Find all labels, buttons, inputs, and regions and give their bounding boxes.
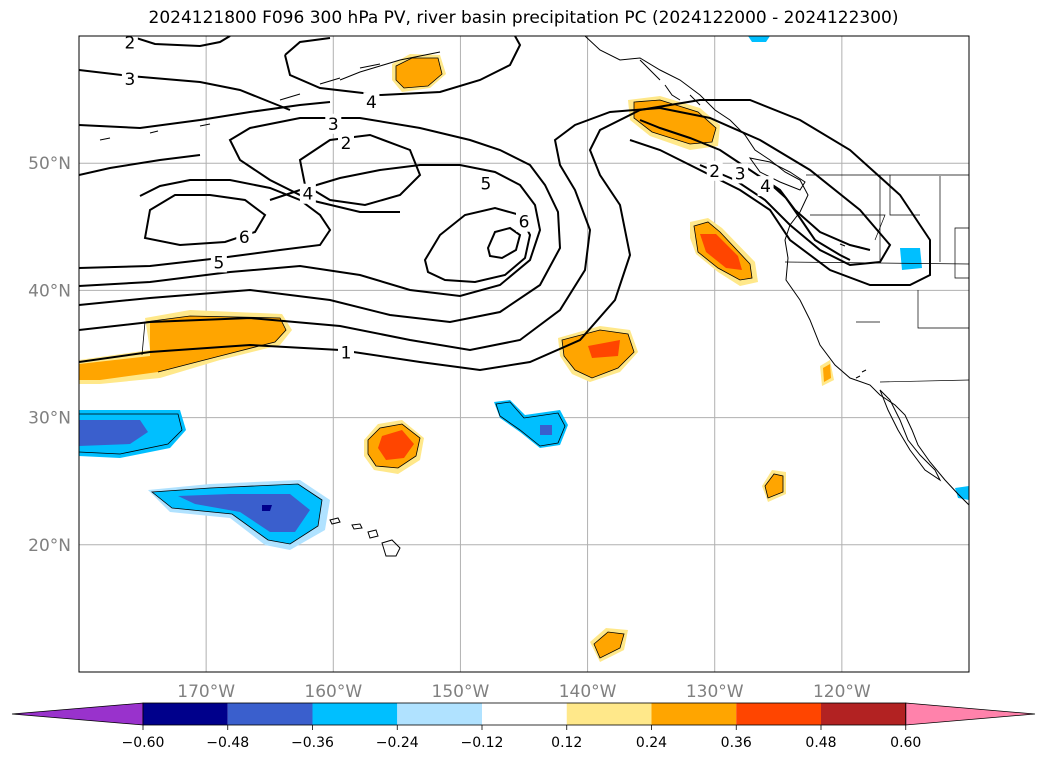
precip-patch-pos <box>634 100 716 144</box>
contour-label-bg <box>477 173 494 194</box>
colorbar-extend-low <box>11 702 144 726</box>
contour-label: 2 <box>709 162 720 182</box>
political-borders <box>784 174 969 383</box>
contour-label-bg <box>121 69 138 90</box>
contour-label-bg <box>338 132 354 153</box>
colorbar-bin <box>312 703 398 725</box>
colorbar-bin <box>397 703 482 725</box>
contour-label: 1 <box>341 344 352 364</box>
precip-patch-neg <box>178 494 310 532</box>
colorbar: −0.60 −0.48 −0.36 −0.24 −0.12 0.12 0.24 0.36 0.4… <box>11 702 1036 751</box>
colorbar-tick-label: 0.12 <box>551 735 582 751</box>
contour-label: 4 <box>302 185 313 205</box>
map-frame <box>78 35 970 673</box>
contour-label-bg <box>236 226 253 247</box>
colorbar-tick-label: −0.60 <box>122 735 165 751</box>
lon-tick-label: 160°W <box>304 682 362 702</box>
lon-tick-label: 140°W <box>559 682 617 702</box>
lat-tick-label: 30°N <box>28 409 71 429</box>
pv-contour-6 <box>143 194 267 247</box>
contour-label: 2 <box>124 33 135 53</box>
contour-label-bg <box>706 160 723 181</box>
precip-patch-neg <box>955 486 969 500</box>
colorbar-frame <box>142 702 907 726</box>
precip-patch-neg <box>494 400 568 448</box>
precip-patch-neg <box>262 505 272 511</box>
contour-label-bg <box>757 176 774 197</box>
colorbar-tick-label: −0.36 <box>291 735 334 751</box>
pv-contour-1 <box>79 99 931 372</box>
pv-contour-2 <box>79 106 892 352</box>
contour-label: 3 <box>124 70 135 90</box>
lon-tick-label: 150°W <box>432 682 490 702</box>
colorbar-bin <box>736 703 821 725</box>
contour-label: 3 <box>328 115 339 135</box>
pv-contour-6b <box>486 226 522 260</box>
contour-label: 2 <box>341 134 352 154</box>
pv-contour-4 <box>79 164 542 298</box>
precip-patch-neg <box>79 420 148 446</box>
colorbar-bin <box>227 703 313 725</box>
contour-label: 4 <box>760 177 771 197</box>
precip-patch-pos <box>823 364 831 382</box>
map-title: 2024121800 F096 300 hPa PV, river basin … <box>148 8 899 28</box>
lat-tick-label: 40°N <box>28 281 71 301</box>
precip-patch-neg <box>540 425 552 435</box>
colorbar-tick-label: −0.24 <box>376 735 419 751</box>
pv-contour-5b <box>423 206 532 284</box>
pv-contour-2-top <box>129 36 231 48</box>
precip-patch-neg <box>748 36 770 42</box>
contour-label-bg <box>299 183 316 204</box>
precip-patch-pos <box>378 430 414 460</box>
lon-tick-label: 170°W <box>177 682 235 702</box>
colorbar-tick-label: −0.12 <box>461 735 504 751</box>
precip-patch-neg <box>900 248 922 270</box>
contour-label-bg <box>516 211 532 232</box>
contour-label: 5 <box>213 253 224 273</box>
contour-label: 6 <box>239 228 250 248</box>
pv-contour-4d <box>765 179 851 261</box>
colorbar-tick-label: 0.24 <box>636 735 667 751</box>
pv-contours <box>79 36 931 372</box>
pv-contour-3 <box>79 117 562 324</box>
lat-tick-label: 50°N <box>28 154 71 174</box>
axis-tick-labels: 170°W 160°W 150°W 140°W 130°W 120°W 50°N 40°N 30… <box>28 154 871 702</box>
contour-label: 5 <box>480 175 491 195</box>
colorbar-tick-label: 0.60 <box>890 735 921 751</box>
contour-label-bg <box>732 163 749 184</box>
contour-label-bg <box>325 113 342 134</box>
precip-patch-pos <box>79 316 286 380</box>
lat-tick-label: 20°N <box>28 536 71 556</box>
colorbar-bin <box>566 703 652 725</box>
colorbar-bin <box>651 703 737 725</box>
precip-patch-pos <box>588 340 620 358</box>
pv-contour-3b <box>79 69 291 111</box>
contour-label-bg <box>363 92 380 113</box>
pv-contour-4b <box>79 101 331 130</box>
colorbar-bin <box>482 703 567 725</box>
colorbar-extend-high <box>905 702 1036 726</box>
coastlines <box>99 36 969 557</box>
precip-patch-pos <box>594 632 624 658</box>
lon-tick-label: 130°W <box>686 682 744 702</box>
pv-contour-4c <box>284 36 522 97</box>
colorbar-bin <box>821 703 906 725</box>
pv-contour-5c <box>79 154 201 176</box>
precip-patch-pos <box>700 234 742 270</box>
contour-label: 4 <box>366 93 377 113</box>
lon-tick-label: 120°W <box>813 682 871 702</box>
colorbar-tick-label: 0.36 <box>721 735 752 751</box>
colorbar-bin <box>143 703 228 725</box>
precip-patch-pos <box>396 58 442 88</box>
contour-label: 6 <box>519 213 530 233</box>
colorbar-tick-label: 0.48 <box>805 735 836 751</box>
contour-label: 3 <box>735 164 746 184</box>
contour-label-bg <box>338 342 354 363</box>
contour-label-bg <box>121 32 138 53</box>
colorbar-tick-label: −0.48 <box>206 735 249 751</box>
contour-label-bg <box>210 252 227 273</box>
